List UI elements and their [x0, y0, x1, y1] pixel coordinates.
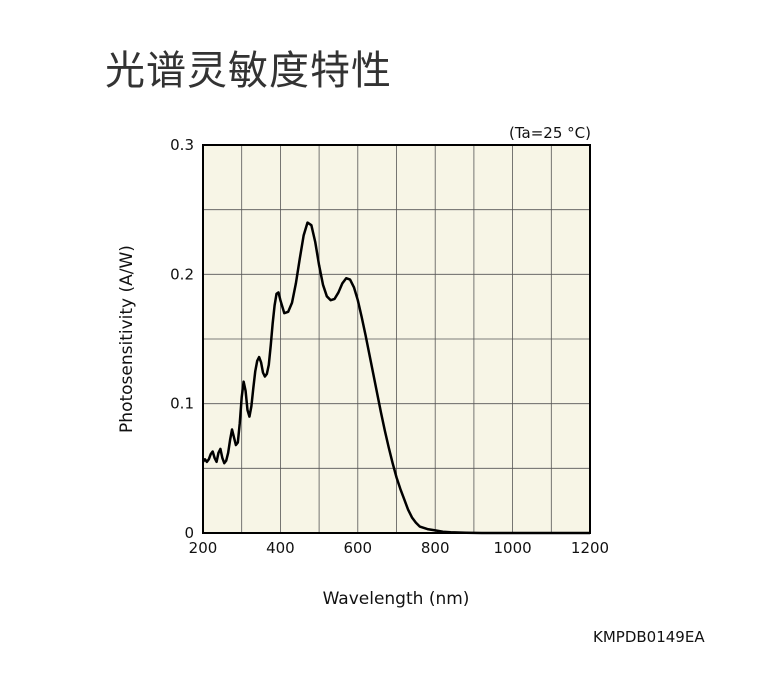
y-tick-label: 0.2	[170, 265, 194, 283]
x-tick-label: 600	[343, 539, 372, 557]
x-axis-label: Wavelength (nm)	[323, 589, 470, 609]
x-tick-label: 800	[421, 539, 450, 557]
page-title: 光谱灵敏度特性	[105, 48, 392, 94]
y-tick-label: 0.1	[170, 395, 194, 413]
x-tick-label: 400	[266, 539, 295, 557]
measurement-condition: (Ta=25 °C)	[509, 124, 591, 142]
y-tick-labels: 0 0.1 0.2 0.3	[170, 136, 194, 542]
y-axis-label: Photosensitivity (A/W)	[117, 245, 137, 433]
x-tick-label: 1000	[494, 539, 532, 557]
document-code: KMPDB0149EA	[593, 628, 705, 646]
x-tick-label: 1200	[571, 539, 609, 557]
grid-lines	[203, 145, 590, 533]
y-tick-label: 0.3	[170, 136, 194, 154]
y-tick-label: 0	[184, 524, 194, 542]
x-tick-label: 200	[189, 539, 218, 557]
plot-border	[202, 144, 591, 534]
x-tick-labels: 200 400 600 800 1000 1200	[189, 539, 609, 557]
